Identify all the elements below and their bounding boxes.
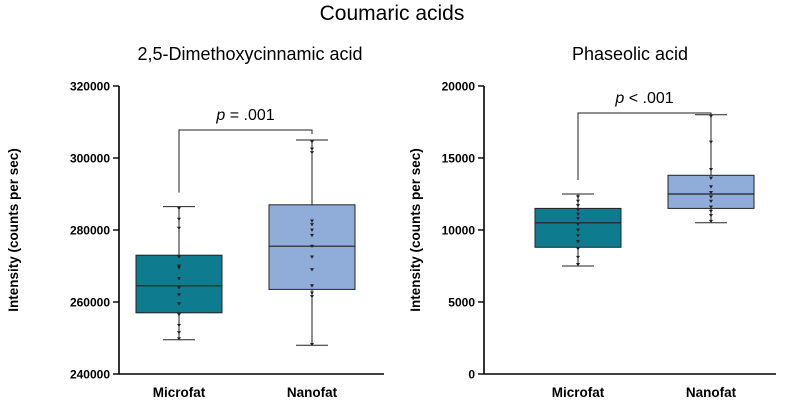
data-point — [576, 247, 580, 251]
box-nanofat — [667, 114, 755, 224]
y-tick-label: 240000 — [70, 368, 110, 382]
data-point — [177, 266, 181, 270]
data-point — [576, 208, 580, 212]
data-point — [709, 219, 713, 224]
data-point — [709, 185, 713, 189]
panel-title: 2,5-Dimethoxycinnamic acid — [137, 44, 362, 64]
x-tick-label: Microfat — [552, 385, 605, 400]
significance-bracket — [178, 129, 313, 193]
data-point — [576, 222, 580, 227]
data-point — [709, 195, 713, 199]
x-tick-label: Nanofat — [686, 385, 737, 400]
data-point — [709, 140, 713, 144]
data-point — [576, 195, 580, 199]
p-symbol: p — [215, 107, 225, 124]
significance-bracket — [577, 112, 712, 180]
data-point — [177, 313, 181, 317]
x-tick-label: Nanofat — [287, 385, 338, 400]
y-tick-label: 320000 — [70, 80, 110, 94]
box-microfat — [135, 206, 223, 341]
y-tick-label: 260000 — [70, 296, 110, 310]
y-tick-label: 10000 — [442, 224, 476, 238]
data-point — [576, 228, 580, 232]
data-point — [310, 219, 314, 223]
p-symbol: p — [614, 90, 624, 107]
data-point — [310, 268, 314, 272]
data-point — [709, 209, 713, 214]
data-point — [310, 342, 314, 347]
data-point — [177, 323, 181, 328]
y-tick-label: 300000 — [70, 152, 110, 166]
data-point — [310, 140, 314, 144]
data-point — [576, 234, 580, 238]
box-nanofat — [268, 139, 356, 347]
box-microfat — [534, 193, 622, 267]
data-point — [576, 263, 580, 267]
data-point — [576, 255, 580, 260]
data-point — [709, 191, 713, 195]
y-axis-label: Intensity (counts per sec) — [6, 148, 21, 312]
data-point — [310, 228, 314, 232]
data-point — [709, 199, 713, 203]
data-point — [177, 217, 181, 221]
data-point — [177, 286, 181, 290]
data-point — [709, 168, 713, 172]
panel-dimethoxycinnamic: 2,5-Dimethoxycinnamic acid Intensity (cou… — [6, 44, 384, 400]
data-point — [177, 337, 181, 341]
data-point — [310, 233, 314, 238]
data-point — [310, 295, 314, 299]
data-point — [177, 302, 181, 306]
data-point — [709, 214, 713, 218]
y-tick-label: 20000 — [442, 80, 476, 94]
data-point — [177, 255, 181, 259]
figure-title: Coumaric acids — [320, 2, 465, 25]
significance-label: p < .001 — [614, 90, 673, 107]
y-tick-label: 0 — [468, 368, 475, 382]
data-point — [177, 331, 181, 335]
data-point — [576, 204, 580, 208]
y-tick-label: 5000 — [448, 296, 475, 310]
data-point — [177, 206, 181, 211]
data-point — [310, 223, 314, 227]
panel-phaseolic: Phaseolic acid Intensity (counts per sec)… — [408, 44, 776, 400]
p-value: = .001 — [225, 107, 274, 124]
x-tick-label: Microfat — [153, 385, 206, 400]
y-tick-label: 280000 — [70, 224, 110, 238]
data-point — [177, 226, 181, 230]
significance-label: p = .001 — [215, 107, 274, 124]
y-tick-label: 15000 — [442, 152, 476, 166]
data-point — [709, 176, 713, 180]
data-point — [709, 205, 713, 209]
data-point — [310, 291, 314, 295]
data-point — [576, 240, 580, 244]
data-point — [576, 216, 580, 221]
p-value: < .001 — [624, 90, 673, 107]
panel-title: Phaseolic acid — [572, 44, 688, 64]
box-iqr — [268, 204, 356, 290]
data-point — [177, 264, 181, 268]
data-point — [177, 277, 181, 281]
data-point — [576, 212, 580, 216]
data-point — [310, 147, 314, 151]
y-axis-label: Intensity (counts per sec) — [408, 148, 423, 312]
data-point — [310, 255, 314, 259]
data-point — [576, 199, 580, 203]
data-point — [177, 293, 181, 297]
data-point — [310, 284, 314, 288]
data-point — [310, 244, 314, 248]
data-point — [310, 151, 314, 155]
